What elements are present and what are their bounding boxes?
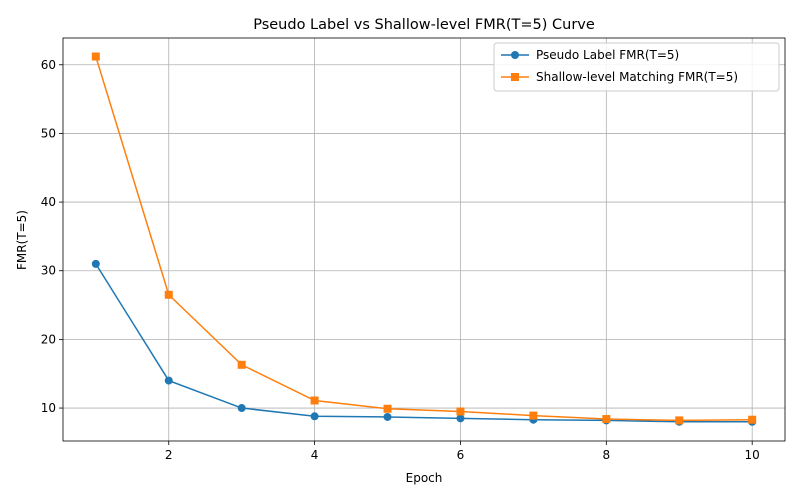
series-line-shallow-level <box>95 56 753 422</box>
x-tick-label: 8 <box>603 448 611 462</box>
x-tick-label: 2 <box>165 448 173 462</box>
legend-marker-shallow-level <box>511 73 519 81</box>
data-point-shallow-level <box>91 52 100 61</box>
legend-label-pseudo-label: Pseudo Label FMR(T=5) <box>536 48 679 62</box>
data-point-shallow-level <box>675 416 684 425</box>
data-point-shallow-level <box>456 407 465 416</box>
plot-area-frame <box>62 37 786 442</box>
y-tick-label: 20 <box>41 332 56 346</box>
data-point-shallow-level <box>310 396 319 405</box>
data-point-pseudo-label <box>310 412 319 421</box>
y-tick-label: 30 <box>41 264 56 278</box>
data-point-pseudo-label <box>456 414 465 423</box>
data-point-pseudo-label <box>164 376 173 385</box>
y-tick-label: 60 <box>41 58 56 72</box>
series-layer <box>91 52 757 426</box>
y-tick-label: 40 <box>41 195 56 209</box>
y-axis-label: FMR(T=5) <box>15 210 29 270</box>
legend-box <box>493 42 780 92</box>
legend-marker-pseudo-label <box>511 51 519 59</box>
y-axis-ticks: 10 20 30 40 50 60 <box>41 58 63 415</box>
data-point-shallow-level <box>602 415 611 424</box>
series-line-pseudo-label <box>95 263 753 423</box>
data-point-shallow-level <box>748 415 757 424</box>
x-tick-label: 6 <box>457 448 465 462</box>
y-tick-label: 10 <box>41 401 56 415</box>
data-point-shallow-level <box>529 411 538 420</box>
data-point-pseudo-label <box>383 412 392 421</box>
chart-title: Pseudo Label vs Shallow-level FMR(T=5) C… <box>253 17 595 33</box>
data-point-shallow-level <box>237 360 246 369</box>
data-point-shallow-level <box>164 290 173 299</box>
y-tick-label: 50 <box>41 126 56 140</box>
grid <box>63 38 785 441</box>
x-axis-ticks: 2 4 6 8 10 <box>165 441 760 462</box>
data-point-shallow-level <box>383 404 392 413</box>
data-point-pseudo-label <box>91 259 100 268</box>
x-axis-label: Epoch <box>406 471 443 485</box>
legend: Pseudo Label FMR(T=5) Shallow-level Matc… <box>493 42 780 92</box>
x-tick-label: 10 <box>745 448 760 462</box>
legend-label-shallow-level: Shallow-level Matching FMR(T=5) <box>536 70 738 84</box>
data-point-pseudo-label <box>237 404 246 413</box>
x-tick-label: 4 <box>311 448 319 462</box>
